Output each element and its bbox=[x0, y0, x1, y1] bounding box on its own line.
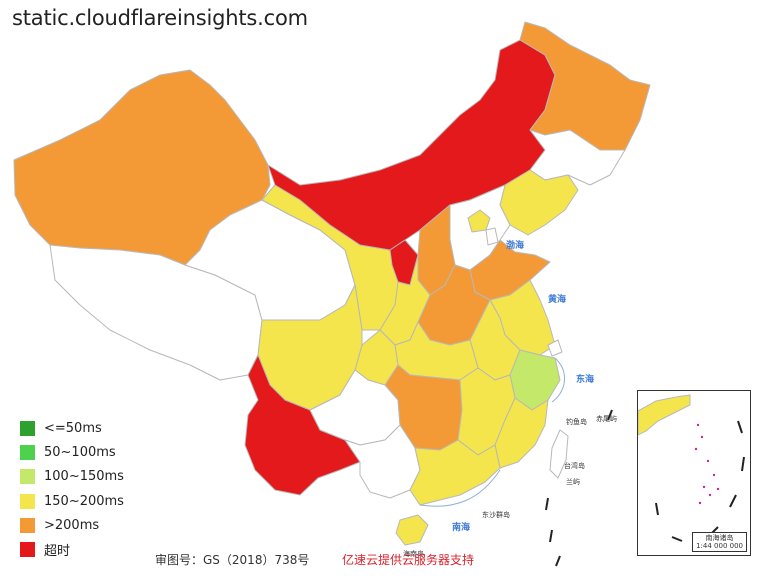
province-shanghai[interactable] bbox=[547, 339, 563, 357]
legend-item: 150~200ms bbox=[20, 489, 124, 513]
coastline-south bbox=[419, 469, 501, 507]
province-heilongjiang[interactable] bbox=[519, 21, 651, 151]
coastline-east bbox=[551, 357, 565, 403]
sea-label-south: 南海 bbox=[452, 521, 470, 533]
legend-label: 150~200ms bbox=[44, 493, 124, 509]
sea-label-east: 东海 bbox=[576, 373, 594, 385]
sea-label-bohai: 渤海 bbox=[506, 239, 524, 251]
legend-swatch bbox=[20, 493, 35, 509]
boundary-dashes bbox=[545, 409, 613, 567]
inset-map bbox=[637, 394, 745, 542]
province-taiwan[interactable] bbox=[549, 429, 569, 479]
legend-swatch bbox=[20, 444, 35, 460]
legend-label: 50~100ms bbox=[44, 444, 116, 460]
province-fujian[interactable] bbox=[494, 397, 549, 469]
inset-dashes bbox=[655, 420, 745, 542]
province-jilin[interactable] bbox=[529, 129, 626, 186]
inset-islands bbox=[694, 423, 720, 505]
province-yunnan[interactable] bbox=[244, 354, 361, 496]
legend-label: 超时 bbox=[44, 544, 71, 560]
island-label-dongsha: 东沙群岛 bbox=[482, 510, 510, 519]
sea-label-yellow: 黄海 bbox=[548, 293, 566, 305]
inset-coast bbox=[637, 394, 691, 436]
province-guangdong[interactable] bbox=[409, 439, 501, 506]
island-label-chiwei: 赤尾屿 bbox=[596, 414, 617, 423]
legend: <=50ms 50~100ms 100~150ms 150~200ms >200… bbox=[20, 416, 124, 562]
legend-swatch bbox=[20, 517, 35, 533]
legend-item: <=50ms bbox=[20, 416, 124, 440]
legend-item: 50~100ms bbox=[20, 440, 124, 464]
province-hainan[interactable] bbox=[395, 514, 429, 546]
island-label-lanyu: 兰屿 bbox=[566, 477, 580, 486]
legend-swatch bbox=[20, 542, 35, 558]
legend-item: 超时 bbox=[20, 537, 124, 561]
legend-swatch bbox=[20, 469, 35, 485]
map-approval-number: 审图号：GS（2018）738号 bbox=[155, 553, 310, 567]
province-tianjin[interactable] bbox=[485, 227, 499, 246]
province-beijing[interactable] bbox=[467, 209, 491, 233]
island-label-taiwan: 台湾岛 bbox=[564, 461, 585, 470]
legend-item: 100~150ms bbox=[20, 465, 124, 489]
legend-label: <=50ms bbox=[44, 420, 102, 436]
island-label-diaoyu: 钓鱼岛 bbox=[566, 417, 587, 426]
island-label-hainan: 海南岛 bbox=[403, 549, 424, 558]
legend-label: 100~150ms bbox=[44, 469, 124, 485]
inset-scale: 南海诸岛 1:44 000 000 bbox=[692, 532, 747, 552]
legend-item: >200ms bbox=[20, 513, 124, 537]
provider-link[interactable]: 亿速云提供云服务器支持 bbox=[342, 553, 475, 567]
legend-swatch bbox=[20, 420, 35, 436]
map-title: static.cloudflareinsights.com bbox=[12, 6, 308, 30]
south-china-sea-inset: 南海诸岛 1:44 000 000 bbox=[637, 390, 751, 556]
legend-label: >200ms bbox=[44, 517, 100, 533]
